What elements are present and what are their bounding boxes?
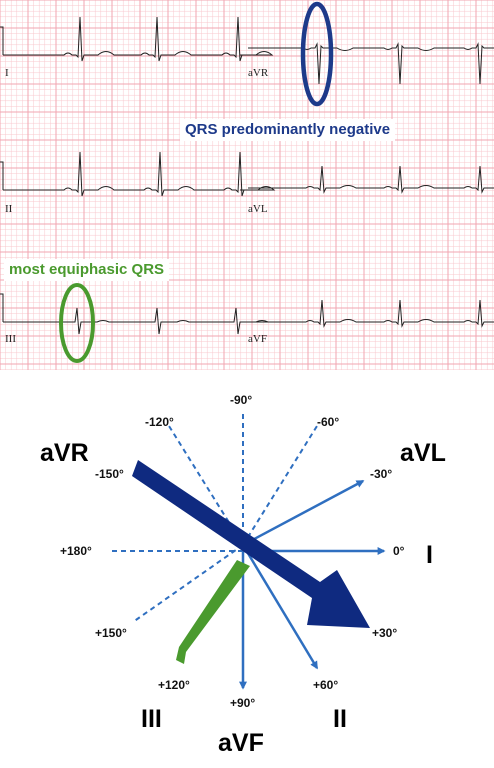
trace-lead-iii	[3, 307, 269, 335]
deg-label-plus-180: +180°	[60, 544, 92, 558]
deg-label-minus-60: -60°	[317, 415, 339, 429]
axis-line-minus-60	[242, 425, 318, 546]
ecg-traces	[0, 16, 494, 335]
deg-label-minus-120: -120°	[145, 415, 174, 429]
equiphasic-qrs-highlight	[59, 283, 95, 363]
trace-lead-i	[3, 16, 274, 62]
cal-pulse-row-3	[0, 293, 4, 322]
axis-lead-label-avl: aVL	[400, 439, 446, 467]
trace-lead-avf	[248, 299, 494, 328]
axis-lead-label-iii: III	[141, 705, 162, 733]
deg-label-minus-90: -90°	[230, 393, 252, 407]
axis-lead-label-avr: aVR	[40, 439, 89, 467]
deg-label-minus-150: -150°	[95, 467, 124, 481]
trace-lead-ii	[3, 151, 276, 197]
axis-lead-label-i: I	[426, 541, 433, 569]
negative-qrs-highlight	[300, 1, 334, 107]
cal-pulse-row-1	[0, 26, 4, 55]
lead-label-avf: aVF	[248, 333, 267, 345]
lead-label-avl: aVL	[248, 203, 268, 215]
lead-label-i: I	[5, 67, 9, 79]
axis-arrow-plus-60	[241, 544, 319, 670]
axis-lead-label-ii: II	[333, 705, 347, 733]
big-negative-axis-arrow	[132, 460, 370, 628]
green-equiphasic-axis-bar	[176, 560, 250, 664]
trace-lead-avl	[248, 165, 494, 194]
deg-label-plus-90: +90°	[230, 696, 255, 710]
lead-label-avr: aVR	[248, 67, 269, 79]
lead-label-iii: III	[5, 333, 16, 345]
cal-pulse-row-2	[0, 161, 4, 190]
callout-equiphasic-qrs: most equiphasic QRS	[4, 259, 170, 281]
dashed-axis-lines	[111, 411, 318, 623]
axis-lead-label-avf: aVF	[218, 729, 264, 757]
deg-label-plus-120: +120°	[158, 678, 190, 692]
lead-label-ii: II	[5, 203, 13, 215]
ecg-strip: I aVR II aVL III aVF	[0, 0, 494, 370]
trace-lead-avr	[248, 42, 494, 85]
deg-label-plus-30: +30°	[372, 626, 397, 640]
axis-arrow-minus-30	[242, 479, 365, 547]
deg-label-plus-60: +60°	[313, 678, 338, 692]
callout-negative-qrs: QRS predominantly negative	[180, 119, 396, 141]
deg-label-plus-150: +150°	[95, 626, 127, 640]
deg-label-0: 0°	[393, 544, 405, 558]
degree-labels: -90° -60° -30° 0° +30° +60° +90° +120° +…	[60, 393, 405, 710]
deg-label-minus-30: -30°	[370, 467, 392, 481]
hexaxial-reference-diagram: -90° -60° -30° 0° +30° +60° +90° +120° +…	[40, 393, 446, 757]
lead-axis-labels: aVR aVL I II III aVF	[40, 439, 446, 757]
axis-line-plus-150	[132, 544, 244, 623]
